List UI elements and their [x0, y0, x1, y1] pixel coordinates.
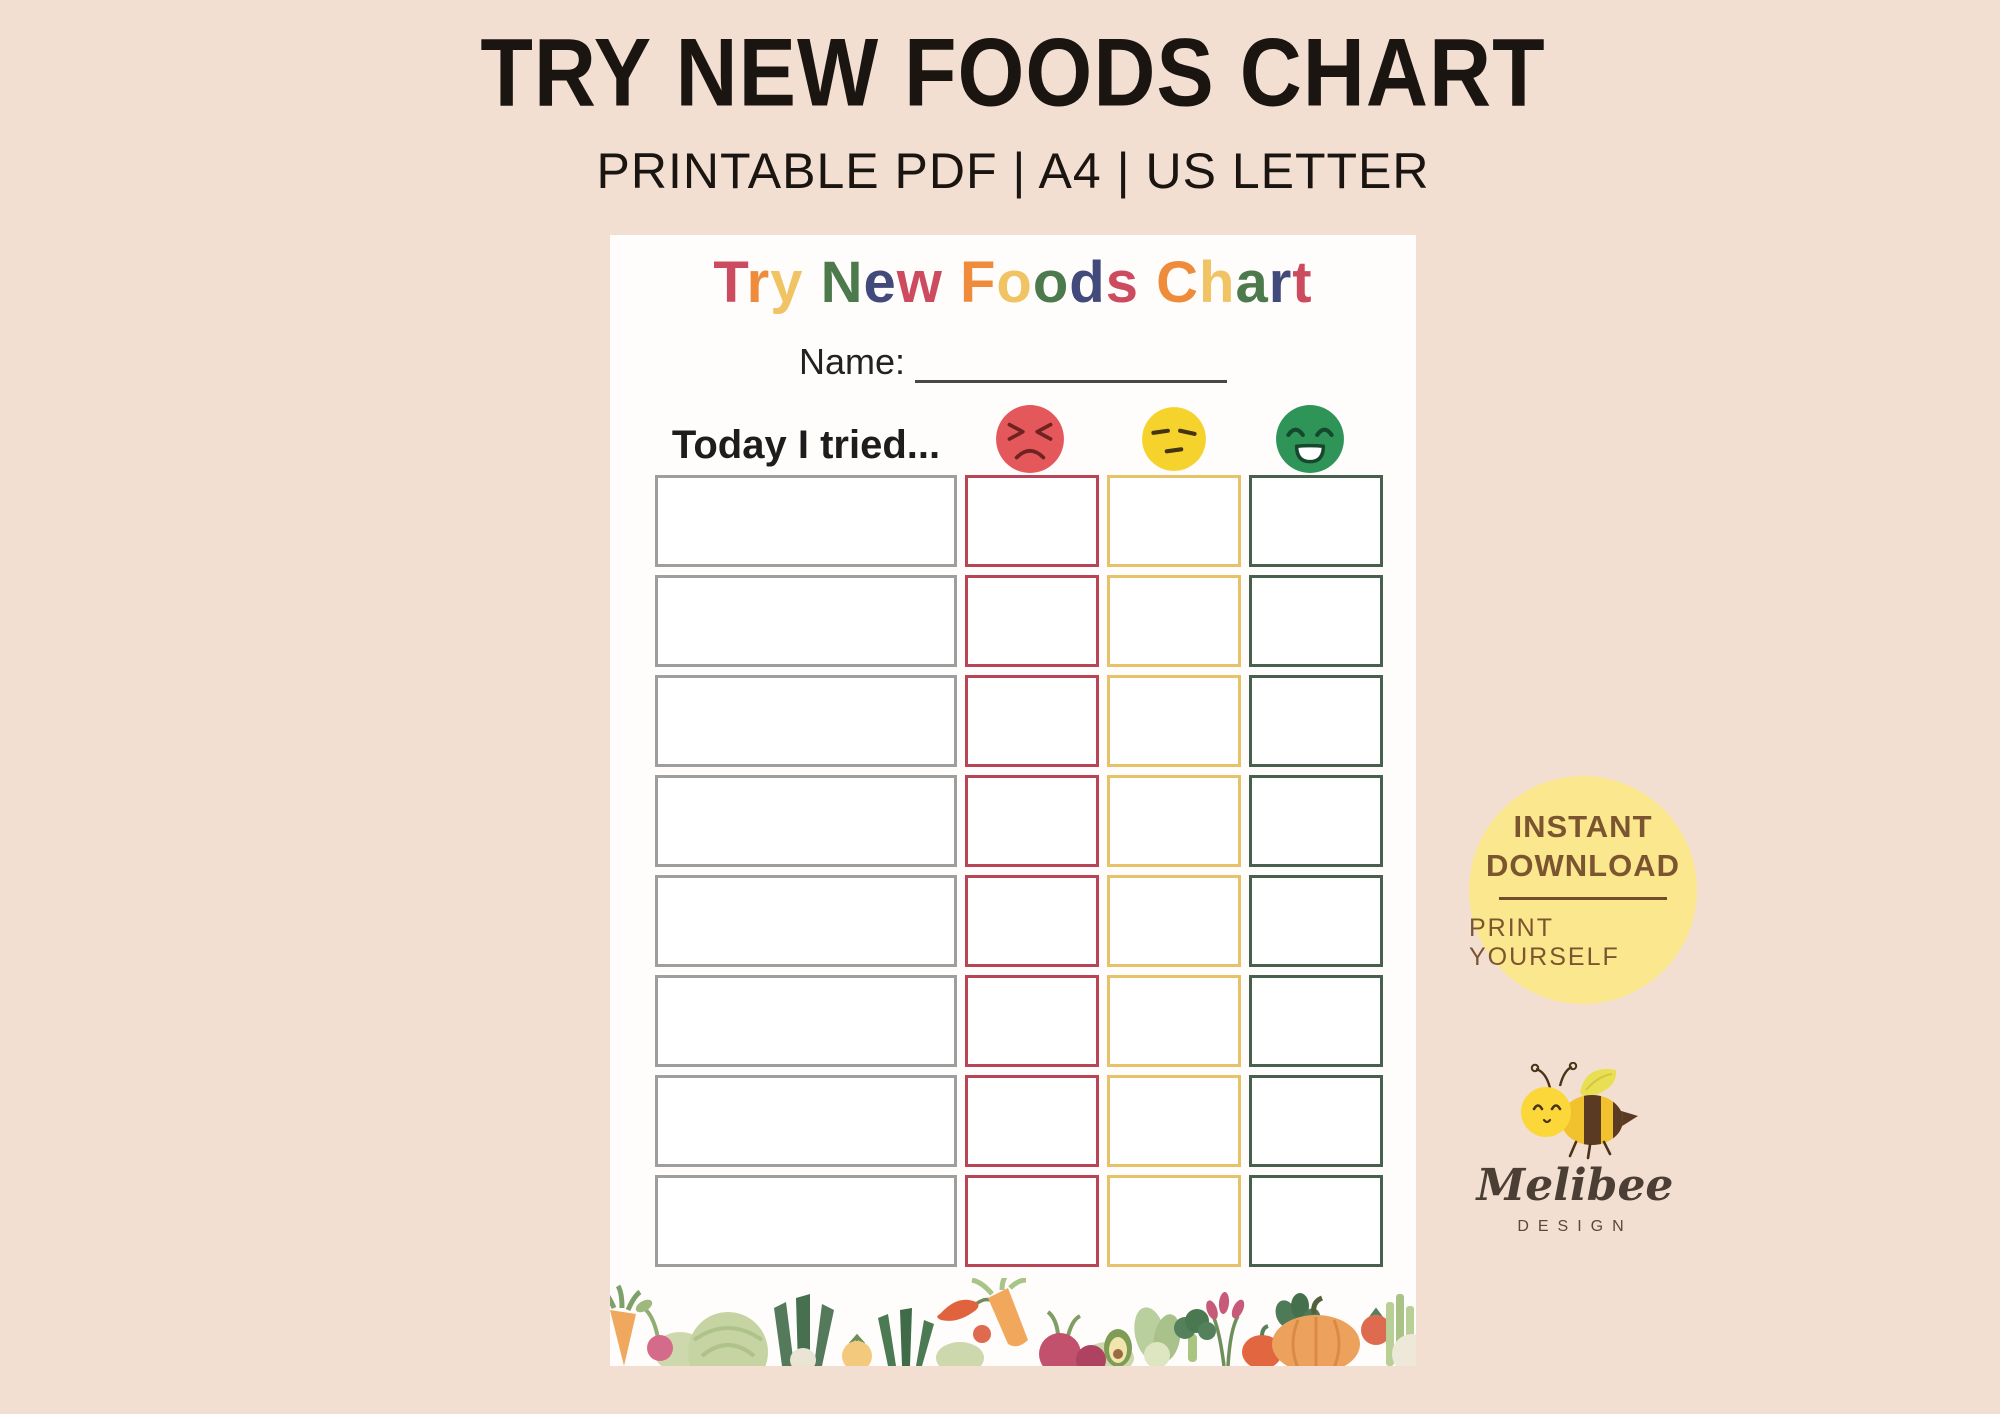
- brand-logo: Melibee DESIGN: [1465, 1062, 1685, 1236]
- bee-icon: [1521, 1062, 1638, 1160]
- cell-disliked: [965, 775, 1099, 867]
- name-row: Name:: [610, 341, 1416, 383]
- badge-line-2: DOWNLOAD: [1486, 847, 1680, 883]
- chart-heading: Try New Foods Chart: [713, 250, 1313, 315]
- cell-liked: [1249, 675, 1383, 767]
- cell-liked: [1249, 975, 1383, 1067]
- cell-neutral: [1107, 475, 1241, 567]
- listing-title: TRY NEW FOODS CHART: [480, 19, 1546, 127]
- cell-disliked: [965, 875, 1099, 967]
- cell-neutral: [1107, 575, 1241, 667]
- cell-neutral: [1107, 875, 1241, 967]
- name-blank-line: [915, 346, 1228, 383]
- cell-disliked: [965, 975, 1099, 1067]
- cell-liked: [1249, 575, 1383, 667]
- badge-divider: [1499, 897, 1667, 901]
- cell-liked: [1249, 1175, 1383, 1267]
- badge-line-1: INSTANT: [1513, 808, 1653, 844]
- cell-disliked: [965, 1075, 1099, 1167]
- cell-food: [655, 875, 957, 967]
- printable-page-preview: Try New Foods Chart Name: Today I tried.…: [610, 235, 1416, 1366]
- cell-food: [655, 475, 957, 567]
- cell-neutral: [1107, 675, 1241, 767]
- cell-disliked: [965, 575, 1099, 667]
- cell-food: [655, 1175, 957, 1267]
- cell-neutral: [1107, 775, 1241, 867]
- cell-food: [655, 1075, 957, 1167]
- brand-tagline: DESIGN: [1517, 1218, 1633, 1235]
- cell-liked: [1249, 775, 1383, 867]
- cell-food: [655, 575, 957, 667]
- instant-download-badge: INSTANT DOWNLOAD PRINT YOURSELF: [1469, 776, 1697, 1004]
- cell-disliked: [965, 675, 1099, 767]
- prompt-label: Today I tried...: [671, 423, 941, 467]
- listing-subtitle: PRINTABLE PDF | A4 | US LETTER: [596, 143, 1430, 199]
- name-label: Name:: [798, 341, 906, 382]
- cell-neutral: [1107, 975, 1241, 1067]
- badge-line-3: PRINT YOURSELF: [1469, 914, 1620, 972]
- angry-face-icon: [996, 405, 1064, 473]
- vegetable-border-illustration: [610, 1278, 1416, 1366]
- cell-disliked: [965, 475, 1099, 567]
- cell-food: [655, 975, 957, 1067]
- neutral-face-icon: [1142, 407, 1206, 471]
- cell-disliked: [965, 1175, 1099, 1267]
- happy-face-icon: [1276, 405, 1344, 473]
- cell-liked: [1249, 875, 1383, 967]
- brand-name: Melibee: [1476, 1160, 1674, 1211]
- cell-liked: [1249, 475, 1383, 567]
- cell-neutral: [1107, 1175, 1241, 1267]
- cell-food: [655, 775, 957, 867]
- cell-food: [655, 675, 957, 767]
- tracking-grid: [655, 475, 1383, 1267]
- cell-neutral: [1107, 1075, 1241, 1167]
- cell-liked: [1249, 1075, 1383, 1167]
